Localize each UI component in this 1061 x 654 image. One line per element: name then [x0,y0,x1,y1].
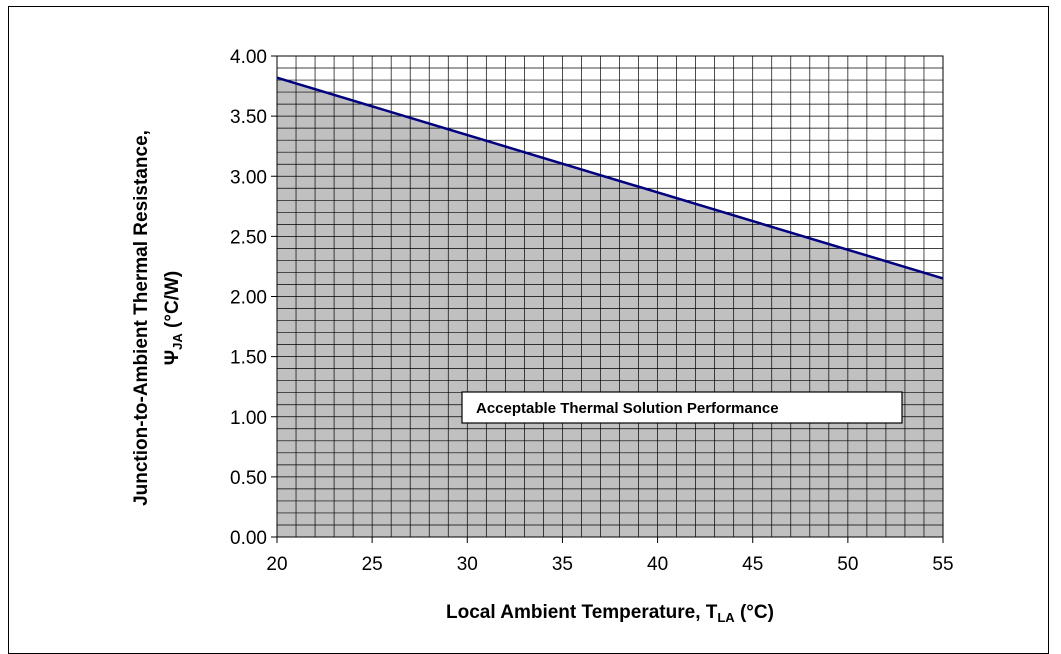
x-tick-label: 40 [647,554,668,575]
y-tick-label: 3.50 [230,107,267,128]
x-tick-label: 55 [932,554,953,575]
y-axis-title-line2: ΨJA (°C/W) [162,271,185,365]
x-axis-title: Local Ambient Temperature, TLA (°C) [446,602,774,625]
y-axis-title-line1: Junction-to-Ambient Thermal Resistance, [131,130,152,506]
y-tick-label: 0.00 [230,528,267,549]
annotation-text: Acceptable Thermal Solution Performance [476,400,779,417]
y-tick-label: 1.00 [230,408,267,429]
x-tick-label: 35 [552,554,573,575]
x-tick-label: 25 [362,554,383,575]
x-tick-label: 30 [457,554,478,575]
acceptable-region-area [277,77,943,538]
annotation-box: Acceptable Thermal Solution Performance [461,391,903,424]
y-axis-title: Junction-to-Ambient Thermal Resistance, … [131,130,185,506]
x-axis-title-subscript: LA [717,610,735,625]
x-tick-label: 45 [742,554,763,575]
x-axis-ticks: 20 25 30 35 40 45 50 55 [266,537,954,575]
y-tick-label: 4.00 [230,47,267,68]
y-tick-label: 0.50 [230,468,267,489]
x-axis-title-main: Local Ambient Temperature, T [446,602,718,623]
x-tick-label: 50 [837,554,858,575]
y-tick-label: 2.50 [230,227,267,248]
y-axis-title-unit: (°C/W) [162,271,183,333]
threshold-line [276,76,944,280]
y-tick-label: 3.00 [230,167,267,188]
x-tick-label: 20 [266,554,287,575]
y-tick-label: 1.50 [230,348,267,369]
y-tick-label: 2.00 [230,288,267,309]
x-axis-title-unit: (°C) [735,602,774,623]
y-axis-title-symbol: Ψ [162,350,183,365]
y-axis-ticks: 0.00 0.50 1.00 1.50 2.00 2.50 3.00 3.50 4.00 [230,47,277,549]
y-axis-title-subscript: JA [170,333,185,350]
